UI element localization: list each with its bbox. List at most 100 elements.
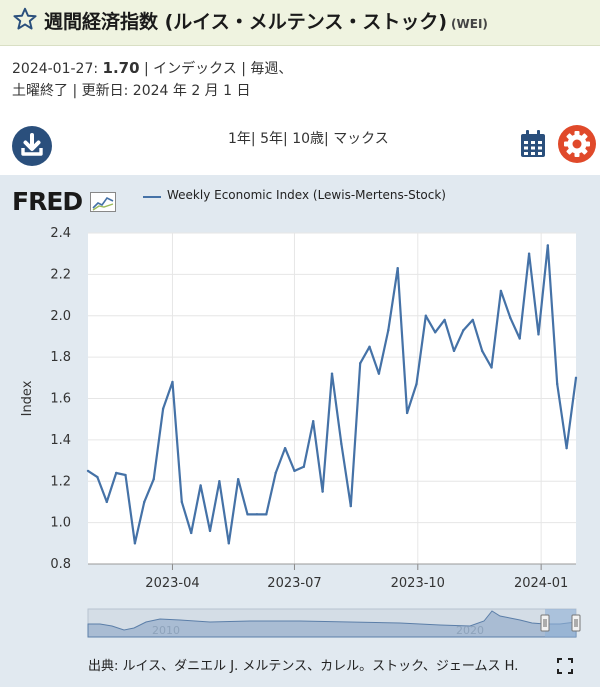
data-point bbox=[105, 500, 108, 504]
range-max[interactable]: マックス bbox=[333, 131, 389, 147]
y-axis-title: Index bbox=[20, 380, 35, 416]
data-point bbox=[152, 477, 155, 481]
chart-toolbar: 1年| 5年| 10歳| マックス bbox=[0, 119, 600, 175]
range-separator: | bbox=[283, 131, 288, 147]
fred-logo: FRED bbox=[12, 187, 116, 216]
navigator-selection bbox=[545, 609, 576, 637]
x-tick-label: 2023-04 bbox=[145, 576, 199, 591]
date-range-selector: 1年| 5年| 10歳| マックス bbox=[228, 128, 389, 148]
y-tick-label: 0.8 bbox=[50, 557, 71, 572]
data-point bbox=[246, 513, 249, 516]
units-frequency: | インデックス | 毎週、 bbox=[144, 61, 293, 77]
data-point bbox=[443, 318, 446, 322]
data-point bbox=[358, 362, 362, 365]
data-point bbox=[368, 345, 371, 348]
data-point bbox=[518, 337, 521, 340]
navigator-label: 2010 bbox=[152, 624, 180, 637]
download-icon bbox=[21, 133, 43, 156]
chart-container: FRED Weekly Economic Index (Lewis-Merten… bbox=[0, 175, 600, 687]
data-point bbox=[396, 266, 399, 270]
data-point bbox=[340, 442, 343, 446]
data-point bbox=[133, 542, 137, 545]
data-point bbox=[190, 531, 193, 535]
gear-icon[interactable] bbox=[557, 124, 597, 164]
y-tick-label: 1.6 bbox=[50, 392, 71, 407]
page-title: 週間経済指数 (ルイス・メルテンス・ストック) (WEI) bbox=[44, 7, 488, 34]
data-point bbox=[546, 244, 550, 247]
data-point bbox=[462, 329, 465, 332]
y-tick-label: 2.0 bbox=[50, 309, 71, 324]
observation-date: 2024-01-27: bbox=[12, 61, 99, 77]
data-point bbox=[124, 473, 127, 477]
x-tick-label: 2023-10 bbox=[391, 576, 445, 591]
data-point bbox=[490, 366, 493, 369]
graph-icon bbox=[89, 192, 116, 212]
y-tick-label: 1.4 bbox=[50, 433, 71, 448]
data-point bbox=[114, 471, 118, 475]
data-point bbox=[349, 504, 352, 508]
navigator-label: 2020 bbox=[456, 624, 484, 637]
data-point bbox=[574, 376, 578, 380]
data-point bbox=[302, 465, 306, 468]
y-tick-label: 1.0 bbox=[50, 516, 71, 531]
source-citation: 出典: ルイス、ダニエル J. メルテンス、カレル。ストック、ジェームス H. bbox=[88, 659, 519, 674]
data-point bbox=[387, 329, 390, 332]
data-point bbox=[312, 420, 315, 423]
series-meta: 2024-01-27: 1.70 | インデックス | 毎週、 土曜終了 | 更… bbox=[12, 57, 572, 102]
data-point bbox=[415, 382, 418, 386]
data-point bbox=[180, 500, 184, 504]
line-chart[interactable]: 0.8 1.0 1.2 1.4 1.6 1.8 2.0 2.2 2.4 2023-04 2023-0… bbox=[0, 175, 600, 687]
range-separator: | bbox=[324, 131, 329, 147]
download-button[interactable] bbox=[12, 126, 52, 166]
data-point bbox=[480, 349, 484, 353]
calendar-icon[interactable] bbox=[519, 129, 547, 159]
data-point bbox=[527, 252, 531, 255]
data-point bbox=[143, 500, 146, 504]
observation-value: 1.70 bbox=[102, 59, 140, 77]
legend-label: Weekly Economic Index (Lewis-Mertens-Sto… bbox=[167, 188, 446, 202]
range-1y[interactable]: 1年 bbox=[228, 131, 251, 147]
data-point bbox=[537, 333, 540, 336]
series-header: 週間経済指数 (ルイス・メルテンス・ストック) (WEI) bbox=[0, 0, 600, 46]
navigator-handle[interactable] bbox=[540, 614, 550, 632]
title-text: 週間経済指数 (ルイス・メルテンス・ストック) bbox=[44, 11, 448, 33]
fred-logo-text: FRED bbox=[12, 187, 83, 216]
data-point bbox=[556, 382, 559, 386]
updated-info: 土曜終了 | 更新日: 2024 年 2 月 1 日 bbox=[12, 83, 251, 99]
data-point bbox=[471, 318, 474, 322]
data-point bbox=[283, 446, 287, 450]
x-tick-label: 2023-07 bbox=[267, 576, 321, 591]
data-point bbox=[218, 480, 221, 483]
data-point bbox=[509, 316, 512, 320]
data-point bbox=[321, 490, 324, 493]
series-id: (WEI) bbox=[451, 17, 488, 31]
y-tick-label: 2.2 bbox=[50, 267, 71, 282]
data-point bbox=[236, 477, 240, 481]
data-point bbox=[171, 380, 174, 384]
data-point bbox=[424, 314, 428, 317]
data-point bbox=[255, 513, 259, 516]
y-tick-label: 2.4 bbox=[50, 226, 71, 241]
expand-icon[interactable] bbox=[557, 658, 573, 674]
data-point bbox=[265, 513, 268, 516]
range-10y[interactable]: 10歳 bbox=[292, 131, 325, 147]
data-point bbox=[434, 331, 437, 334]
data-point bbox=[565, 446, 568, 450]
x-tick-label: 2024-01 bbox=[514, 576, 568, 591]
range-5y[interactable]: 5年 bbox=[260, 131, 284, 147]
data-point bbox=[96, 475, 99, 479]
data-point bbox=[199, 484, 202, 487]
data-point bbox=[330, 372, 334, 375]
data-point bbox=[208, 529, 212, 533]
y-tick-label: 1.8 bbox=[50, 350, 71, 365]
y-tick-label: 1.2 bbox=[50, 474, 71, 489]
navigator-handle[interactable] bbox=[571, 614, 581, 632]
star-icon[interactable] bbox=[12, 6, 38, 32]
data-point bbox=[293, 469, 296, 473]
data-point bbox=[274, 471, 277, 475]
range-separator: | bbox=[250, 131, 256, 147]
data-point bbox=[499, 289, 503, 293]
data-point bbox=[377, 372, 381, 375]
data-point bbox=[405, 411, 409, 415]
data-point bbox=[86, 469, 90, 473]
